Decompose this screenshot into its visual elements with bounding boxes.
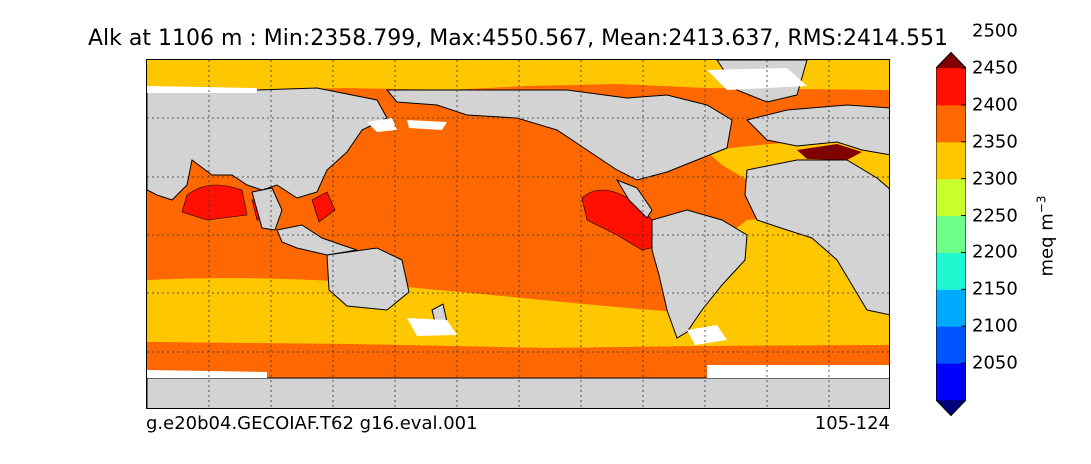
colorbar-tick-label: 2200 [972, 241, 1018, 263]
colorbar-bin [936, 215, 966, 253]
map-panel [146, 59, 890, 409]
land-masses [147, 60, 889, 408]
europe-land [746, 104, 889, 156]
colorbar-tick-label: 2050 [972, 352, 1018, 374]
colorbar-outline [936, 52, 966, 416]
colorbar-tick-label: 2500 [972, 20, 1018, 42]
maritime-continent-land [276, 224, 358, 256]
colorbar-bin [936, 141, 966, 180]
antarctica-land [147, 377, 889, 408]
alkalinity-map [147, 60, 889, 408]
colorbar-tick-label: 2100 [972, 315, 1018, 337]
units-base: meq m [1036, 213, 1058, 277]
colorbar-tick-label: 2250 [972, 205, 1018, 227]
colorbar-bin [936, 363, 966, 401]
gridlines [147, 60, 889, 408]
missing-data-areas [147, 68, 889, 378]
south-america-land [651, 209, 748, 339]
eurasia-land [147, 87, 388, 201]
colorbar-units-label: meq m−3 [1035, 196, 1058, 277]
arctic-band-2350 [147, 60, 889, 90]
colorbar-tick-label: 2150 [972, 278, 1018, 300]
north-america-land [385, 89, 733, 181]
colorbar-bin [936, 104, 966, 143]
colorbar-tick-label: 2300 [972, 168, 1018, 190]
africa-land [744, 159, 889, 316]
mediterranean-red [797, 144, 862, 160]
colorbar [936, 52, 966, 416]
philippine-sea-red [311, 191, 336, 223]
colorbar-tick-label: 2450 [972, 57, 1018, 79]
colorbar-extend-min [936, 400, 966, 416]
figure-title: Alk at 1106 m : Min:2358.799, Max:4550.5… [88, 26, 948, 51]
colorbar-tick-label: 2400 [972, 94, 1018, 116]
central-america-land [615, 178, 653, 219]
colorbar-bin [936, 289, 966, 327]
colorbar-bin [936, 178, 966, 217]
southern-ocean-band-2400 [147, 342, 889, 378]
colorbar-extend-max [936, 52, 966, 68]
colorbar-bin [936, 252, 966, 290]
indochina-land [251, 187, 283, 231]
units-exponent: −3 [1034, 195, 1049, 214]
colorbar-tick-label: 2350 [972, 131, 1018, 153]
colorbar-bin [936, 326, 966, 364]
bay-of-bengal-red [181, 184, 248, 221]
colorbar-bin [936, 68, 966, 106]
year-range-label: 105-124 [814, 413, 890, 434]
case-name-label: g.e20b04.GECOIAF.T62 g16.eval.001 [146, 413, 478, 434]
